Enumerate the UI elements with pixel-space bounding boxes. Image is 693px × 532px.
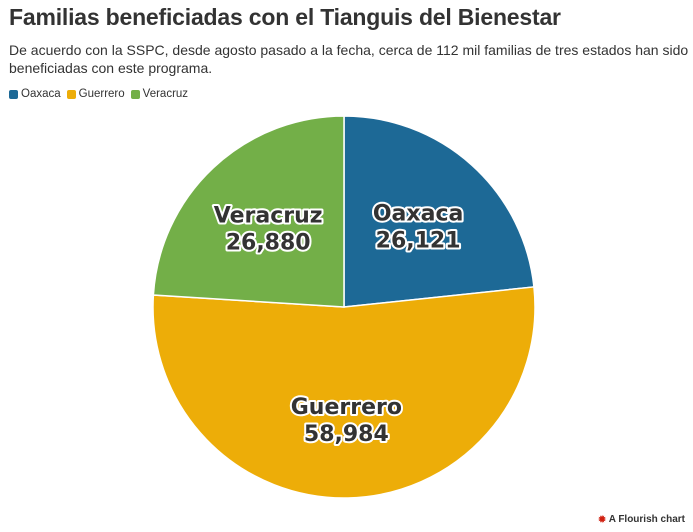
legend-label-oaxaca: Oaxaca: [21, 88, 61, 100]
legend-swatch-veracruz: [130, 89, 140, 99]
slice-value-guerrero: 58,984: [304, 422, 389, 447]
legend-item-veracruz[interactable]: Veracruz: [130, 88, 189, 100]
slice-value-oaxaca: 26,121: [376, 229, 461, 254]
credit-text: A Flourish chart: [608, 514, 685, 525]
slice-label-oaxaca: Oaxaca: [373, 202, 463, 227]
slice-label-veracruz: Veracruz: [214, 203, 323, 228]
chart-title: Familias beneficiadas con el Tianguis de…: [9, 4, 561, 30]
legend-label-veracruz: Veracruz: [142, 88, 189, 100]
chart-subtitle: De acuerdo con la SSPC, desde agosto pas…: [9, 42, 689, 76]
flourish-credit[interactable]: ✹ A Flourish chart: [597, 513, 685, 526]
legend: Oaxaca Guerrero Veracruz: [9, 88, 194, 100]
pie-slice-guerrero[interactable]: [152, 286, 536, 499]
pie-slice-oaxaca[interactable]: [343, 115, 535, 308]
legend-item-guerrero[interactable]: Guerrero: [66, 88, 125, 100]
slice-value-veracruz: 26,880: [226, 230, 311, 255]
legend-label-guerrero: Guerrero: [78, 88, 125, 100]
pie-slice-veracruz[interactable]: [152, 115, 345, 308]
slice-label-guerrero: Guerrero: [291, 395, 402, 420]
legend-swatch-oaxaca: [9, 89, 18, 99]
legend-swatch-guerrero: [66, 89, 76, 99]
legend-item-oaxaca[interactable]: Oaxaca: [9, 88, 61, 100]
flourish-logo-icon: ✹: [597, 514, 607, 526]
